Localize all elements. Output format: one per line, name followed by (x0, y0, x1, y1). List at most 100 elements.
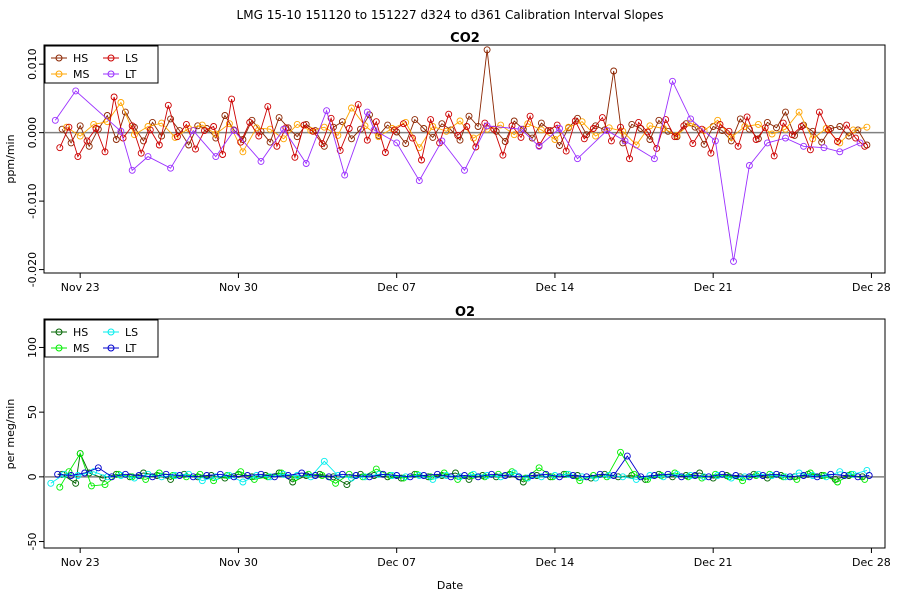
o2-legend-entry-ls: LS (103, 326, 138, 339)
co2-series-ls-point (743, 113, 751, 121)
o2-series-lt-point (162, 470, 170, 478)
co2-series-lt-point (302, 160, 310, 167)
co2-series-ls-point (716, 120, 724, 128)
o2-series-lt-point (67, 472, 75, 479)
o2-series-ls-point (74, 472, 82, 479)
co2-series-ls-point (255, 132, 263, 140)
o2-series-lt-point (379, 470, 387, 478)
o2-series-hs-point (72, 479, 80, 487)
co2-legend-swatch-point (55, 70, 63, 78)
o2-series-lt-point (623, 452, 631, 460)
co2-series-ls-point (779, 119, 787, 127)
co2-series-lt-point (483, 122, 491, 130)
co2-panel: CO2 ppm/min Nov 23 Nov 30 Dec 07 Dec 14 Dec … (4, 31, 891, 294)
co2-series-lt-point (782, 134, 789, 142)
o2-series-lt-point (149, 473, 156, 481)
co2-series-ms-point (551, 136, 559, 143)
co2-series-hs-point (420, 125, 428, 132)
o2-series-ls-line (50, 460, 868, 484)
co2-legend-swatch-point (55, 54, 63, 62)
co2-series-ms-point (687, 119, 695, 127)
co2-series-lt-point (341, 171, 349, 179)
o2-plot-box (43, 318, 886, 549)
co2-x-tick-label: Dec 21 (694, 281, 733, 294)
co2-series-hs-point (528, 134, 536, 142)
o2-series-ms-point (617, 448, 624, 456)
co2-series-ls-point (707, 149, 715, 157)
co2-series-ls-point (201, 127, 208, 135)
co2-series-lt-point (144, 153, 152, 161)
co2-series-ls-point (662, 116, 670, 124)
o2-x-tick-label: Nov 23 (61, 556, 100, 569)
o2-series-hs-point (289, 478, 297, 486)
o2-series-lt-point (135, 472, 143, 479)
co2-series-ls-point (210, 123, 218, 130)
co2-y-tick-label: -0.020 (26, 252, 39, 287)
co2-series-ms-point (646, 122, 654, 130)
o2-series-lt-point (420, 472, 428, 479)
co2-x-tick-label: Nov 30 (219, 281, 258, 294)
co2-series-ms-point (429, 123, 437, 130)
co2-series-hs-point (718, 127, 726, 135)
co2-series-lt-point (51, 116, 59, 124)
co2-legend-swatch-point (107, 70, 115, 78)
co2-series-ms-point (212, 130, 220, 138)
o2-legend-entry-ms: MS (51, 342, 89, 355)
co2-series-lt-point (535, 142, 543, 150)
co2-legend-entry-hs: HS (51, 52, 88, 65)
co2-series-lt-point (117, 127, 125, 135)
o2-legend-swatch-point (107, 344, 115, 352)
o2-series-lt-point (569, 472, 577, 479)
co2-y-tick-label: 0.010 (26, 48, 39, 80)
co2-plot-box (43, 44, 886, 274)
o2-series-lt-point (81, 469, 89, 477)
co2-series-ls-point (617, 123, 624, 131)
co2-series-ls-point (734, 142, 742, 150)
co2-series-ls-point (309, 127, 317, 135)
o2-series-lt-point (176, 472, 184, 479)
co2-series-hs-point (782, 108, 789, 116)
co2-series-ls-point (571, 117, 579, 125)
co2-series-lt-point (800, 142, 808, 150)
co2-series-ls-point (508, 122, 516, 130)
co2-series-lt-point (556, 125, 563, 132)
co2-series-lt-point (370, 126, 378, 134)
co2-series-ls-point (182, 120, 190, 128)
co2-series-lt-line (54, 79, 861, 262)
co2-series-ms-point (510, 131, 518, 139)
co2-series-ms-point (239, 148, 247, 156)
co2-series-hs-point (411, 116, 419, 124)
co2-y-tick-label: -0.010 (26, 183, 39, 218)
o2-series-lt-point (311, 472, 319, 479)
co2-series-ls-point (354, 101, 362, 109)
co2-series-ms-point (456, 117, 464, 125)
co2-series-ls-point (553, 121, 561, 129)
co2-series-hs-point (221, 112, 229, 119)
o2-series-ls-point (239, 478, 247, 486)
co2-series-hs-point (501, 138, 509, 145)
figure-title: LMG 15-10 151120 to 151227 d324 to d361 … (237, 8, 664, 22)
o2-series-lt-point (596, 470, 604, 478)
co2-series-lt-point (669, 77, 676, 85)
co2-series-ls-point (92, 125, 100, 132)
co2-series-lt-point (763, 139, 771, 147)
o2-series-lt-point (515, 473, 523, 481)
co2-y-tick-label: 0.000 (26, 117, 39, 149)
co2-series-ls-point (327, 114, 335, 122)
co2-series-ls-point (852, 134, 860, 142)
o2-legend: HS MS LS LT (44, 319, 159, 358)
o2-series-lt-point (366, 473, 373, 481)
co2-series-lt-point (323, 107, 331, 115)
co2-series-ls-point (589, 125, 597, 132)
o2-y-tick-label: 100 (26, 337, 39, 358)
o2-series-lt-point (108, 473, 116, 481)
o2-series-lt-point (705, 473, 713, 481)
co2-series-ls-point (155, 141, 163, 149)
co2-series-ls-point (788, 131, 796, 139)
o2-series-lt-point (189, 473, 197, 481)
co2-legend-label: MS (73, 68, 89, 81)
o2-series-lt-point (447, 473, 455, 481)
co2-series-hs-point (474, 123, 482, 130)
o2-legend-label: LT (125, 342, 137, 355)
co2-series-ls-point (427, 116, 435, 124)
